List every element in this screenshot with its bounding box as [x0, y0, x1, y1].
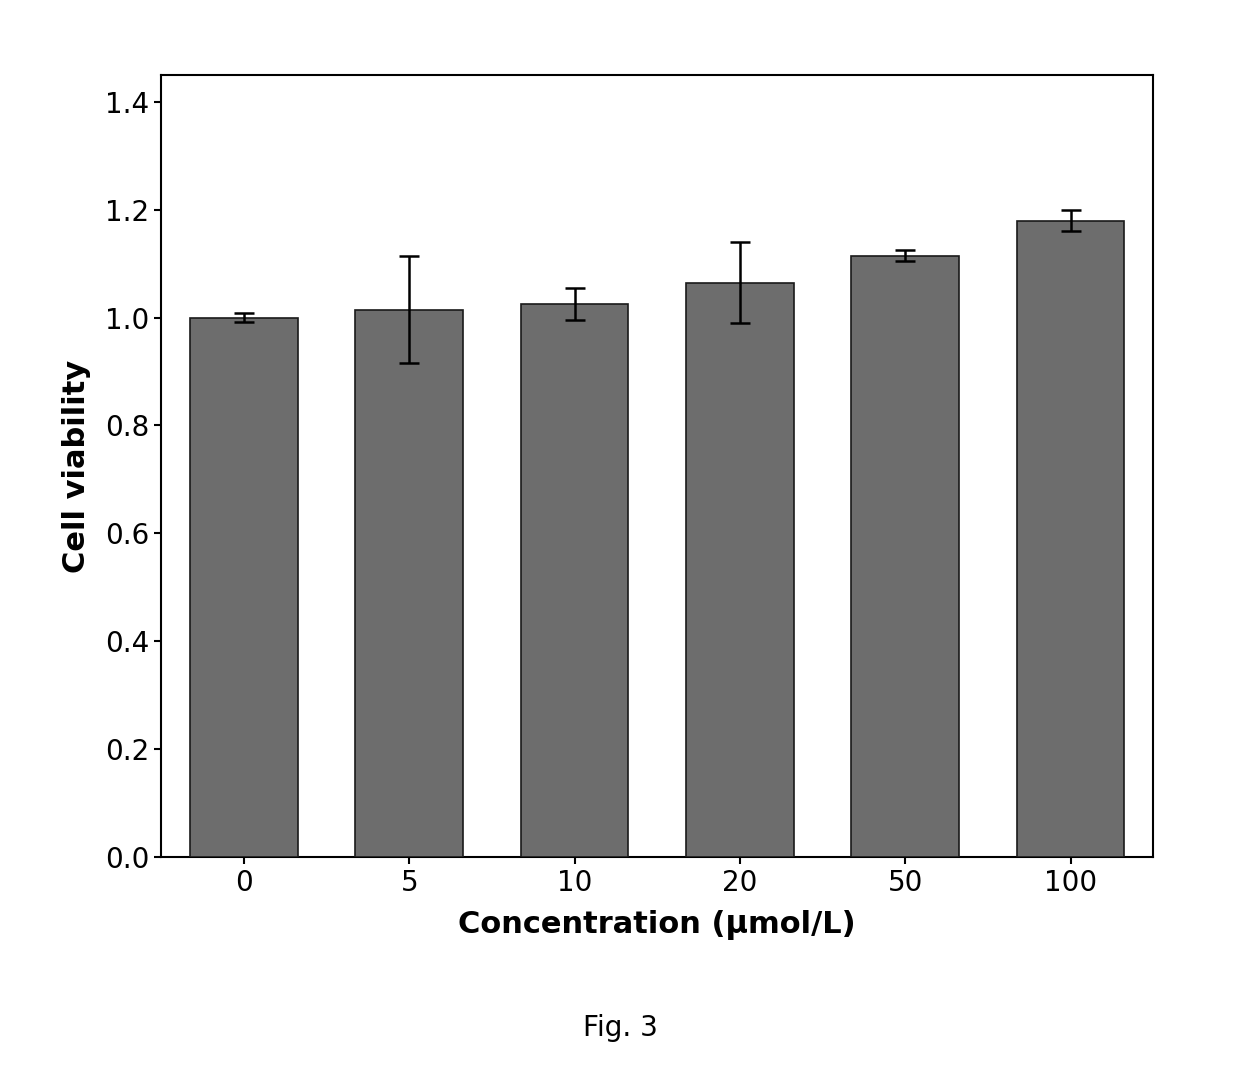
- Bar: [190, 318, 298, 857]
- Text: Fig. 3: Fig. 3: [583, 1014, 657, 1042]
- Bar: [686, 283, 794, 857]
- Bar: [521, 304, 629, 857]
- Y-axis label: Cell viability: Cell viability: [62, 359, 91, 573]
- Bar: [356, 310, 463, 857]
- X-axis label: Concentration (μmol/L): Concentration (μmol/L): [459, 910, 856, 940]
- Bar: [1017, 221, 1125, 857]
- Bar: [852, 256, 959, 857]
